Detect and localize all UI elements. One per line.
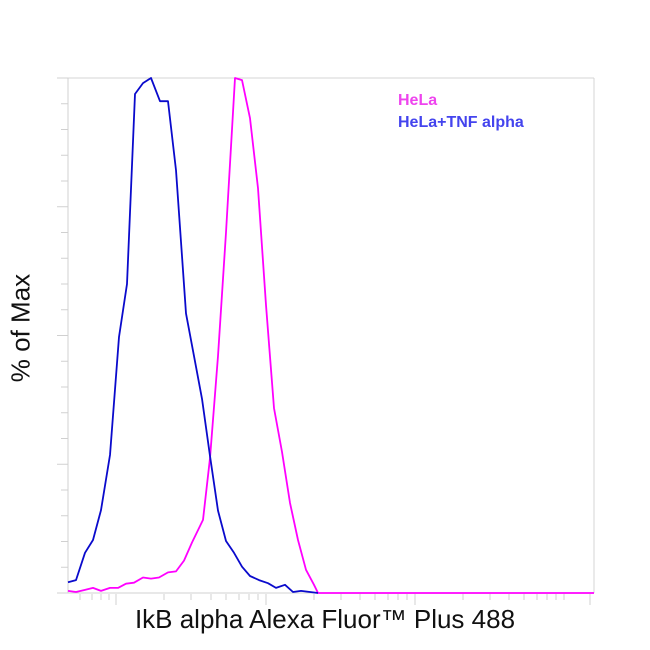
series-line-hela [67, 77, 594, 594]
legend: HeLa HeLa+TNF alpha [398, 90, 524, 134]
x-axis-title: IkB alpha Alexa Fluor™ Plus 488 [134, 604, 516, 634]
y-axis-ticks [57, 77, 68, 594]
legend-item-hela-tnf-alpha: HeLa+TNF alpha [398, 114, 524, 131]
plot-frame [67, 77, 595, 594]
y-axis-title: % of Max [5, 273, 36, 383]
series-line-hela-tnf-alpha [67, 77, 319, 594]
x-axis-ticks [79, 594, 591, 605]
legend-item-hela: HeLa [398, 92, 438, 109]
histogram-series [67, 77, 594, 594]
